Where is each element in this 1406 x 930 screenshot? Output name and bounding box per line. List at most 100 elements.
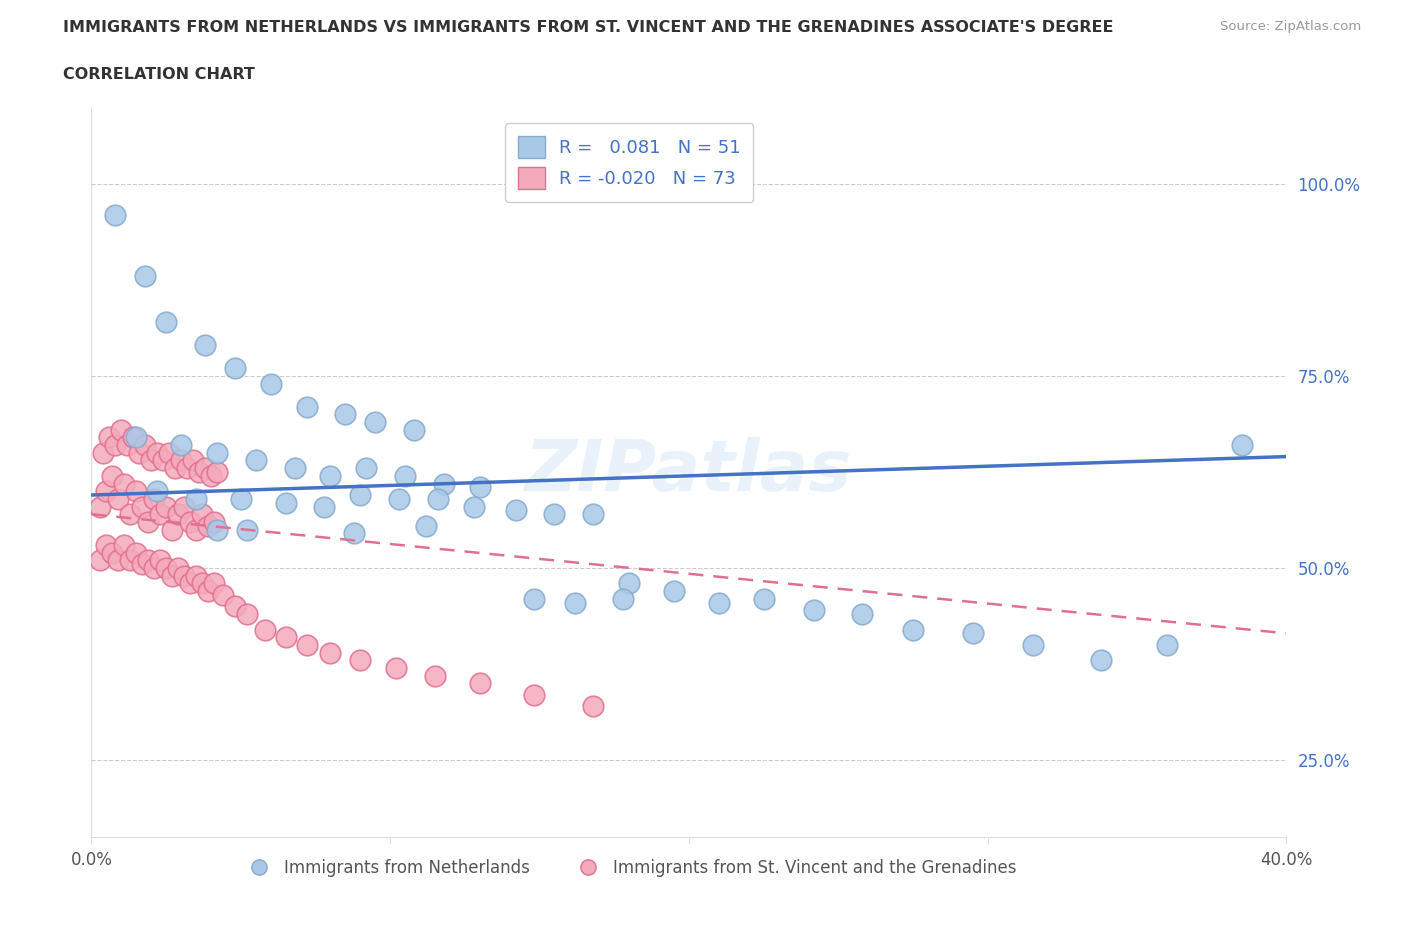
Point <box>202 514 225 529</box>
Point <box>98 430 121 445</box>
Point <box>191 576 214 591</box>
Point <box>167 561 190 576</box>
Text: IMMIGRANTS FROM NETHERLANDS VS IMMIGRANTS FROM ST. VINCENT AND THE GRENADINES AS: IMMIGRANTS FROM NETHERLANDS VS IMMIGRANT… <box>63 20 1114 35</box>
Point <box>134 269 156 284</box>
Point <box>364 415 387 430</box>
Point <box>349 653 371 668</box>
Point <box>101 469 124 484</box>
Point <box>197 584 219 599</box>
Point <box>101 545 124 560</box>
Point <box>295 637 318 652</box>
Point <box>160 522 183 537</box>
Point <box>160 568 183 583</box>
Point <box>1090 653 1112 668</box>
Point <box>319 469 342 484</box>
Point <box>146 484 169 498</box>
Point <box>181 453 204 468</box>
Point <box>245 453 267 468</box>
Legend: Immigrants from Netherlands, Immigrants from St. Vincent and the Grenadines: Immigrants from Netherlands, Immigrants … <box>235 852 1024 883</box>
Point <box>149 507 172 522</box>
Point <box>191 507 214 522</box>
Point <box>295 399 318 414</box>
Point <box>173 499 195 514</box>
Point <box>143 561 166 576</box>
Point <box>433 476 456 491</box>
Point <box>463 499 485 514</box>
Text: CORRELATION CHART: CORRELATION CHART <box>63 67 254 82</box>
Point <box>194 460 217 475</box>
Point <box>404 422 426 437</box>
Point <box>120 553 142 568</box>
Point <box>224 361 246 376</box>
Point <box>564 595 586 610</box>
Point <box>93 445 115 460</box>
Point <box>205 522 228 537</box>
Point <box>423 668 446 683</box>
Point <box>335 407 357 422</box>
Point <box>543 507 565 522</box>
Point <box>170 438 193 453</box>
Point <box>235 522 259 537</box>
Point <box>707 595 730 610</box>
Point <box>125 484 148 498</box>
Point <box>143 491 166 506</box>
Text: Source: ZipAtlas.com: Source: ZipAtlas.com <box>1220 20 1361 33</box>
Point <box>468 480 491 495</box>
Point <box>131 557 153 572</box>
Point <box>89 499 111 514</box>
Point <box>962 626 984 641</box>
Point <box>125 545 148 560</box>
Point <box>134 438 156 453</box>
Point <box>612 591 634 606</box>
Point <box>188 465 211 480</box>
Point <box>128 445 150 460</box>
Point <box>163 460 186 475</box>
Point <box>582 507 605 522</box>
Point <box>803 603 825 618</box>
Point <box>155 561 177 576</box>
Point <box>125 430 148 445</box>
Point <box>120 507 142 522</box>
Text: ZIPatlas: ZIPatlas <box>526 437 852 507</box>
Point <box>505 503 527 518</box>
Point <box>136 514 159 529</box>
Point <box>284 460 307 475</box>
Point <box>194 338 217 352</box>
Point <box>1021 637 1043 652</box>
Point <box>752 591 775 606</box>
Point <box>89 553 111 568</box>
Point <box>96 484 118 498</box>
Point <box>229 491 252 506</box>
Point <box>104 207 127 222</box>
Point <box>197 518 219 533</box>
Point <box>253 622 276 637</box>
Point <box>157 445 180 460</box>
Point <box>235 606 259 621</box>
Point <box>179 576 201 591</box>
Point <box>385 660 408 675</box>
Point <box>107 491 129 506</box>
Point <box>200 469 222 484</box>
Point <box>427 491 450 506</box>
Point <box>415 518 437 533</box>
Point <box>349 487 371 502</box>
Point <box>582 699 605 714</box>
Point <box>141 453 163 468</box>
Point <box>155 314 177 329</box>
Point <box>1156 637 1178 652</box>
Point <box>205 465 228 480</box>
Point <box>115 438 138 453</box>
Point <box>388 491 411 506</box>
Point <box>184 522 207 537</box>
Point <box>314 499 336 514</box>
Point <box>468 676 491 691</box>
Point <box>96 538 118 552</box>
Point <box>136 553 159 568</box>
Point <box>184 568 207 583</box>
Point <box>122 430 145 445</box>
Point <box>104 438 127 453</box>
Point <box>176 460 198 475</box>
Point <box>354 460 377 475</box>
Point <box>152 453 174 468</box>
Point <box>146 445 169 460</box>
